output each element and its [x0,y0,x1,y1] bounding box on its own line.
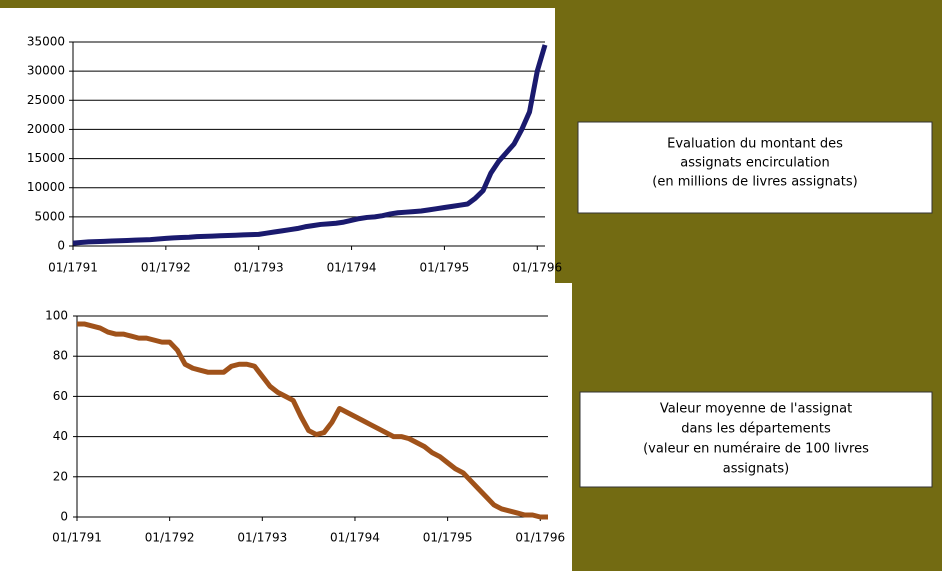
x-tick-label: 01/1794 [330,531,380,545]
annotation-line: assignats) [723,462,790,477]
x-tick-label: 01/1796 [512,261,562,275]
annotation-line: dans les départements [681,422,831,437]
y-tick-label: 100 [45,309,68,323]
x-tick-label: 01/1793 [237,531,287,545]
y-tick-label: 5000 [34,209,65,223]
x-tick-label: 01/1794 [327,261,377,275]
annotation-line: (en millions de livres assignats) [652,175,857,190]
x-tick-label: 01/1793 [234,261,284,275]
y-tick-label: 80 [53,349,68,363]
annotation-box [579,391,933,488]
y-tick-label: 15000 [27,151,65,165]
y-tick-label: 40 [53,429,68,443]
y-tick-label: 60 [53,389,68,403]
x-tick-label: 01/1792 [145,531,195,545]
annotation-line: (valeur en numéraire de 100 livres [643,442,869,457]
x-tick-label: 01/1792 [141,261,191,275]
annotation-box [577,121,933,214]
y-tick-label: 0 [60,510,68,524]
chart-panel [0,8,555,283]
annotation-line: assignats encirculation [680,156,830,171]
x-tick-label: 01/1796 [515,531,565,545]
y-tick-label: 25000 [27,93,65,107]
data-line [72,44,548,246]
y-tick-label: 10000 [27,180,65,194]
y-tick-label: 35000 [27,35,65,49]
data-line [77,321,548,520]
y-tick-label: 20 [53,469,68,483]
y-tick-label: 30000 [27,64,65,78]
y-tick-label: 0 [57,239,65,253]
x-tick-label: 01/1795 [419,261,469,275]
y-tick-label: 20000 [27,122,65,136]
x-tick-label: 01/1791 [52,531,102,545]
x-tick-label: 01/1791 [48,261,98,275]
chart-panel [0,283,572,571]
annotation-line: Evaluation du montant des [667,137,843,152]
x-tick-label: 01/1795 [423,531,473,545]
annotation-line: Valeur moyenne de l'assignat [660,402,852,417]
